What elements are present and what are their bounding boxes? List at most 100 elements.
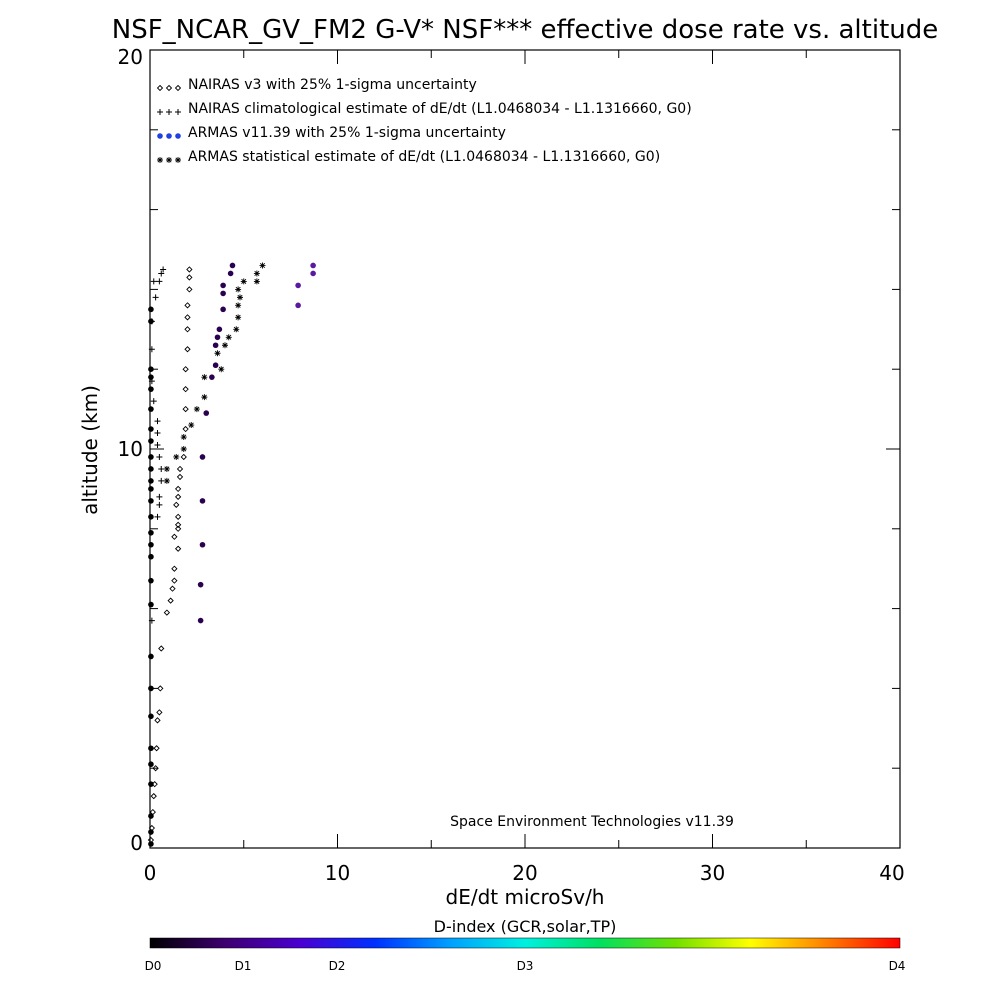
legend-symbol: [166, 133, 172, 139]
data-point: [148, 813, 154, 819]
data-point: [176, 473, 184, 481]
data-point: [180, 446, 187, 452]
colorbar-label: D0: [145, 959, 162, 973]
data-point: [310, 262, 316, 269]
legend-symbols: [156, 84, 182, 163]
x-tick-label: 30: [700, 861, 725, 885]
colorbar: [149, 937, 901, 949]
series-2: [148, 262, 316, 847]
data-point: [203, 410, 210, 416]
data-point: [180, 434, 187, 441]
legend-entry-armas-v11: ARMAS v11.39 with 25% 1-sigma uncertaint…: [188, 125, 506, 141]
legend-symbol: [166, 109, 172, 115]
data-point: [182, 425, 189, 433]
data-point: [148, 685, 154, 692]
data-point: [227, 270, 234, 277]
data-point: [154, 513, 161, 520]
y-tick-label: 20: [118, 45, 143, 69]
data-point: [237, 294, 243, 301]
y-axis-label: altitude (km): [78, 385, 102, 515]
x-tick-label: 10: [325, 861, 350, 885]
data-point: [174, 513, 182, 520]
data-point: [199, 454, 206, 460]
data-point: [148, 478, 154, 484]
axis-ticks: [149, 49, 901, 849]
data-point: [186, 286, 193, 293]
data-point: [225, 334, 232, 341]
data-point: [220, 290, 226, 297]
data-point: [171, 577, 178, 584]
colorbar-label: D1: [235, 959, 252, 973]
data-point: [148, 374, 154, 380]
data-point: [150, 278, 157, 285]
colorbar-label: D3: [517, 959, 534, 973]
x-tick-label: 40: [879, 861, 904, 885]
data-point: [180, 453, 187, 461]
data-point: [197, 581, 204, 588]
data-point: [148, 713, 154, 720]
data-point: [201, 394, 208, 401]
data-point: [148, 318, 154, 325]
data-marks: [147, 262, 316, 847]
data-point: [176, 465, 184, 473]
data-point: [253, 270, 260, 277]
legend-entry-nairas-climatological: NAIRAS climatological estimate of dE/dt …: [188, 101, 692, 117]
data-point: [173, 453, 180, 460]
data-point: [201, 374, 208, 381]
data-point: [229, 262, 236, 269]
x-tick-label: 0: [144, 861, 157, 885]
data-point: [148, 601, 154, 608]
legend-symbol: [156, 84, 164, 92]
data-point: [174, 525, 182, 532]
plot-frame: [149, 49, 901, 849]
data-point: [233, 326, 240, 333]
data-point: [148, 346, 155, 353]
data-point: [182, 366, 189, 373]
data-point: [148, 553, 154, 560]
data-point: [156, 709, 163, 716]
data-point: [182, 386, 189, 393]
data-point: [184, 346, 191, 353]
data-point: [222, 342, 228, 349]
data-point: [154, 717, 161, 724]
data-point: [295, 282, 301, 289]
data-point: [253, 278, 260, 285]
data-point: [156, 278, 163, 285]
data-point: [157, 685, 164, 692]
data-point: [148, 306, 154, 313]
data-point: [209, 374, 215, 380]
y-tick-label: 10: [118, 437, 143, 461]
data-point: [163, 465, 170, 472]
data-point: [148, 541, 154, 548]
data-point: [148, 617, 155, 624]
data-point: [158, 477, 165, 484]
data-point: [186, 266, 193, 273]
data-point: [163, 477, 170, 484]
data-point: [156, 501, 163, 508]
data-point: [212, 362, 219, 369]
data-point: [158, 465, 165, 472]
data-point: [186, 274, 193, 281]
data-point: [184, 314, 191, 321]
data-point: [148, 841, 154, 847]
data-point: [182, 405, 189, 413]
legend-symbol: [157, 133, 163, 139]
data-point: [150, 792, 157, 800]
legend-symbol: [157, 109, 163, 115]
data-point: [148, 454, 154, 460]
data-point: [199, 498, 206, 504]
data-point: [160, 266, 167, 273]
colorbar-title: D-index (GCR,solar,TP): [434, 917, 617, 936]
legend-symbol: [174, 84, 182, 92]
credit-annotation: Space Environment Technologies v11.39: [450, 814, 734, 830]
data-point: [174, 521, 182, 528]
data-point: [259, 262, 266, 269]
legend: NAIRAS v3 with 25% 1-sigma uncertainty N…: [156, 77, 692, 165]
data-point: [148, 529, 154, 536]
data-point: [148, 466, 154, 472]
data-point: [171, 565, 178, 572]
legend-symbol: [165, 84, 173, 92]
data-point: [199, 541, 206, 548]
data-point: [154, 442, 161, 449]
data-point: [218, 366, 225, 373]
